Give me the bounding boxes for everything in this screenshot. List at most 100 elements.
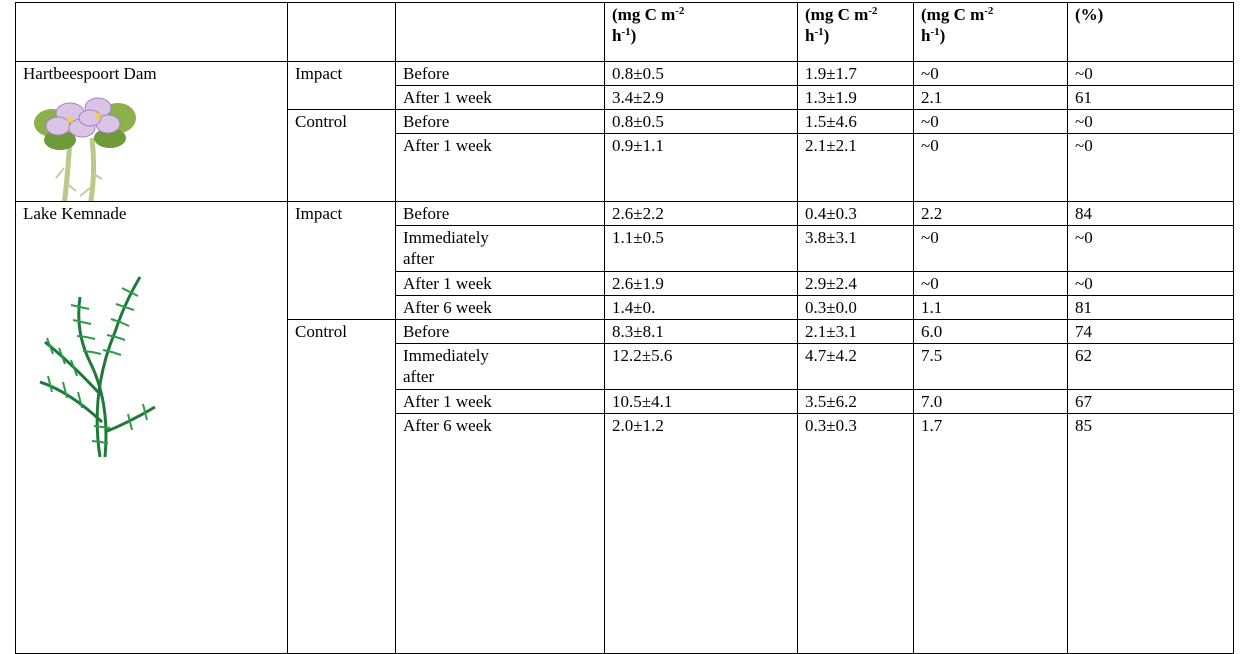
header-cell	[15, 2, 288, 62]
value: 1.7	[921, 416, 943, 435]
value-cell: 84	[1067, 201, 1234, 226]
value: 1.1	[921, 298, 943, 317]
timing-cell: Immediately after	[395, 225, 605, 272]
value: 81	[1075, 298, 1092, 317]
value: 3.8±3.1	[805, 228, 857, 247]
data-table: (mg C m-2 h-1) (mg C m-2 h-1) (mg C m-2 h-1…	[15, 2, 1234, 654]
timing-cell: Before	[395, 61, 605, 86]
value: 1.1±0.5	[612, 228, 664, 247]
value: 74	[1075, 322, 1092, 341]
unit: )	[823, 26, 830, 45]
value: 0.8±0.5	[612, 112, 664, 131]
timing-cell: After 1 week	[395, 389, 605, 414]
value: 0.4±0.3	[805, 204, 857, 223]
table-row: Control Before 8.3±8.1 2.1±3.1 6.0 74	[16, 319, 1234, 654]
table-row: Lake Kemnade Impact Before 2.6±2.2 0.4±0.3 2…	[15, 201, 1234, 654]
value: ~0	[921, 228, 939, 247]
value-cell: 2.6±2.2	[604, 201, 798, 226]
value: 1.3±1.9	[805, 88, 857, 107]
value: 0.9±1.1	[612, 136, 664, 155]
water-hyacinth-icon	[34, 97, 136, 201]
site-cell: Lake Kemnade	[15, 201, 288, 654]
value-cell: 0.3±0.0	[797, 295, 914, 320]
value: 12.2±5.6	[612, 346, 673, 365]
value: ~0	[921, 274, 939, 293]
value: 2.0±1.2	[612, 416, 664, 435]
treatment-cell: Impact	[287, 201, 396, 320]
value: 10.5±4.1	[612, 392, 673, 411]
value-cell: 7.5	[913, 343, 1068, 390]
header-cell	[287, 2, 396, 62]
value: ~0	[1075, 274, 1093, 293]
value-cell: ~0	[1067, 133, 1234, 202]
value-cell: 3.5±6.2	[797, 389, 914, 414]
value: ~0	[1075, 112, 1093, 131]
timing: After 1 week	[403, 136, 492, 155]
value-cell: ~0	[1067, 109, 1234, 134]
value-cell: ~0	[1067, 61, 1234, 86]
value-cell: 1.9±1.7	[797, 61, 914, 86]
unit: h	[805, 26, 815, 45]
table-body: Hartbeespoort Dam Impact Before 0.8±0.5 1.9…	[15, 61, 1234, 654]
value-cell: ~0	[913, 225, 1068, 272]
value: 2.1±2.1	[805, 136, 857, 155]
value: 6.0	[921, 322, 943, 341]
value-cell: 2.1	[913, 85, 1068, 110]
value: 85	[1075, 416, 1092, 435]
value: 8.3±8.1	[612, 322, 664, 341]
table-row: After 1 week 0.9±1.1 2.1±2.1 ~0 ~0	[16, 133, 1234, 202]
page: (mg C m-2 h-1) (mg C m-2 h-1) (mg C m-2 h-1…	[15, 2, 1234, 654]
value-cell: 74	[1067, 319, 1234, 344]
value-cell: 1.5±4.6	[797, 109, 914, 134]
exponent: -1	[621, 26, 631, 38]
treatment-cell: Control	[287, 109, 396, 202]
value: 3.5±6.2	[805, 392, 857, 411]
value-cell: 0.9±1.1	[604, 133, 798, 202]
value-cell: 81	[1067, 295, 1234, 320]
value-cell: 2.9±2.4	[797, 271, 914, 296]
value-cell: 1.1±0.5	[604, 225, 798, 272]
unit: h	[612, 26, 622, 45]
value: 2.2	[921, 204, 943, 223]
unit: (mg C m	[805, 5, 869, 24]
value-cell: 12.2±5.6	[604, 343, 798, 390]
value: 4.7±4.2	[805, 346, 857, 365]
value-cell: ~0	[1067, 225, 1234, 272]
value-cell: 2.1±3.1	[797, 319, 914, 344]
value-cell: ~0	[913, 133, 1068, 202]
exponent: -2	[868, 5, 878, 17]
unit: )	[630, 26, 637, 45]
unit: (mg C m	[921, 5, 985, 24]
timing-cell: Before	[395, 201, 605, 226]
unit: )	[939, 26, 946, 45]
value-cell: 7.0	[913, 389, 1068, 414]
value-cell: 0.8±0.5	[604, 61, 798, 86]
value: 7.0	[921, 392, 943, 411]
timing: Before	[403, 64, 450, 83]
value-cell: 3.8±3.1	[797, 225, 914, 272]
exponent: -2	[675, 5, 685, 17]
value-cell: 67	[1067, 389, 1234, 414]
value: ~0	[1075, 64, 1093, 83]
timing-cell: After 1 week	[395, 133, 605, 202]
timing: After 6 week	[403, 298, 492, 317]
value-cell: 1.4±0.	[604, 295, 798, 320]
value: 67	[1075, 392, 1092, 411]
value-cell: 0.3±0.3	[797, 413, 914, 654]
value: 3.4±2.9	[612, 88, 664, 107]
value-cell: ~0	[913, 271, 1068, 296]
header-row: (mg C m-2 h-1) (mg C m-2 h-1) (mg C m-2 h-1…	[15, 2, 1234, 62]
value-cell: ~0	[913, 109, 1068, 134]
timing-cell: Before	[395, 319, 605, 344]
value: 84	[1075, 204, 1092, 223]
table-row: After 6 week 1.4±0. 0.3±0.0 1.1 81	[16, 295, 1234, 320]
value: 2.9±2.4	[805, 274, 857, 293]
value-cell: 85	[1067, 413, 1234, 654]
timing: Before	[403, 204, 450, 223]
value: 0.3±0.0	[805, 298, 857, 317]
value: ~0	[1075, 136, 1093, 155]
value-cell: 61	[1067, 85, 1234, 110]
header-cell: (mg C m-2 h-1)	[913, 2, 1068, 62]
table-row: After 1 week 3.4±2.9 1.3±1.9 2.1 61	[16, 85, 1234, 110]
value: ~0	[1075, 228, 1093, 247]
